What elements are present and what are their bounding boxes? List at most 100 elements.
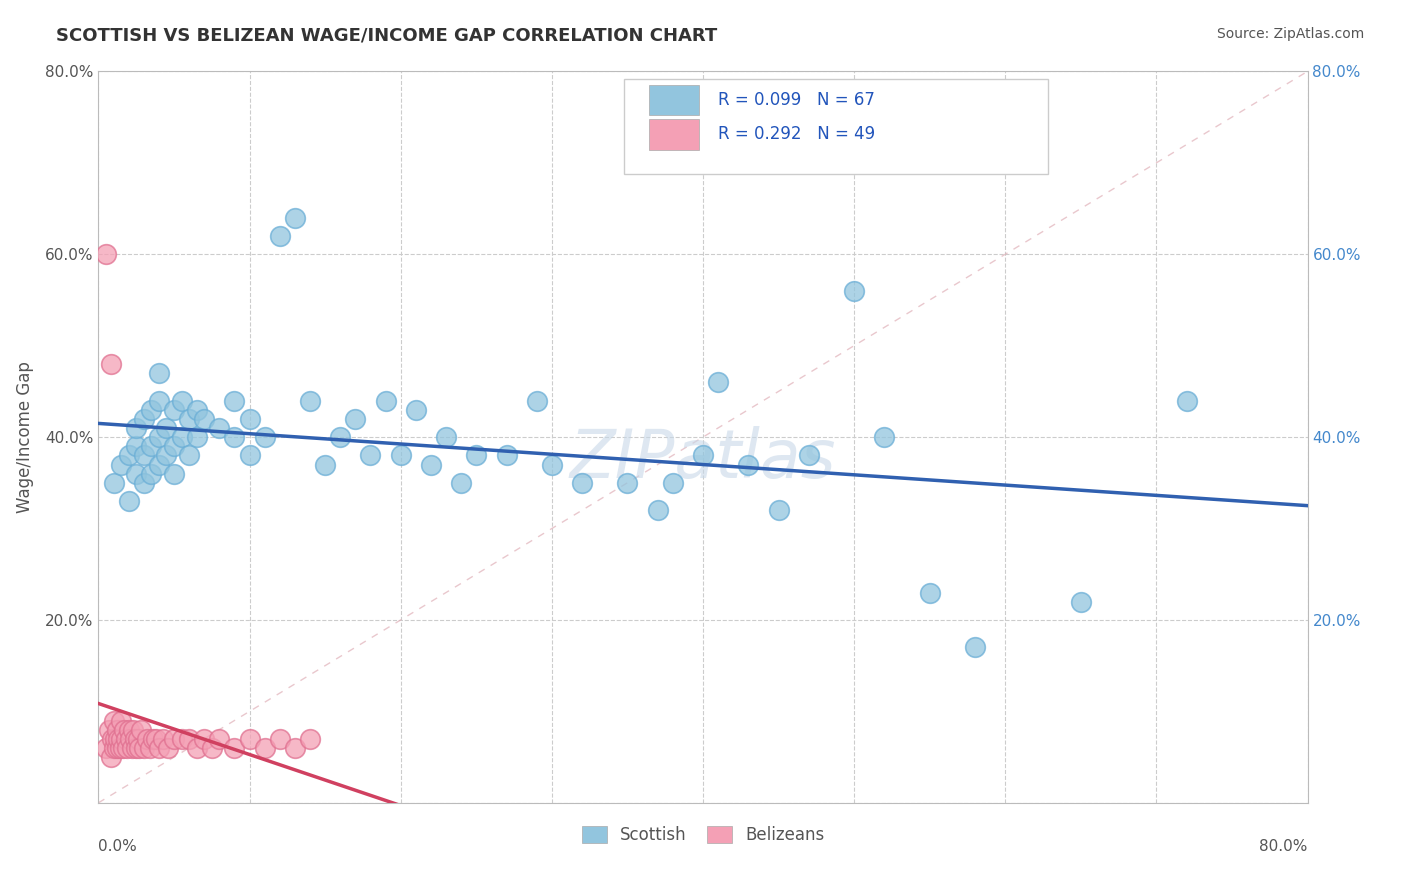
Point [132, 412, 155, 426]
Point [768, 503, 790, 517]
Point [253, 430, 276, 444]
Point [125, 421, 148, 435]
Point [179, 731, 201, 746]
Point [495, 448, 517, 462]
Point [737, 458, 759, 472]
Point [141, 439, 163, 453]
Point [156, 740, 179, 755]
Point [692, 448, 714, 462]
Point [139, 740, 162, 755]
Point [112, 723, 135, 737]
Point [121, 740, 143, 755]
Point [571, 475, 593, 490]
Text: Source: ZipAtlas.com: Source: ZipAtlas.com [1216, 27, 1364, 41]
Point [148, 740, 170, 755]
Point [193, 731, 215, 746]
Point [434, 430, 457, 444]
Point [132, 740, 155, 755]
Text: 0.0%: 0.0% [98, 839, 138, 855]
Point [186, 740, 208, 755]
Point [201, 740, 224, 755]
Point [145, 731, 167, 746]
Point [103, 714, 125, 728]
Point [110, 714, 132, 728]
Point [420, 458, 443, 472]
FancyBboxPatch shape [648, 119, 699, 150]
Point [253, 740, 276, 755]
Point [224, 430, 246, 444]
Point [155, 448, 177, 462]
Point [120, 731, 142, 746]
Point [873, 430, 896, 444]
Point [115, 740, 138, 755]
Point [661, 475, 683, 490]
Point [224, 393, 246, 408]
Text: R = 0.099   N = 67: R = 0.099 N = 67 [717, 91, 875, 109]
Point [163, 402, 186, 417]
Point [108, 740, 131, 755]
Point [148, 393, 170, 408]
Point [329, 430, 352, 444]
Text: R = 0.292   N = 49: R = 0.292 N = 49 [717, 125, 875, 144]
Point [170, 731, 193, 746]
Point [100, 750, 122, 764]
Y-axis label: Wage/Income Gap: Wage/Income Gap [15, 361, 34, 513]
Point [107, 731, 129, 746]
Point [118, 448, 141, 462]
Point [314, 458, 336, 472]
Point [389, 448, 412, 462]
Point [163, 731, 186, 746]
Point [239, 412, 262, 426]
FancyBboxPatch shape [624, 78, 1047, 174]
Point [170, 393, 193, 408]
Point [155, 421, 177, 435]
Point [1175, 393, 1198, 408]
Point [141, 467, 163, 481]
Text: SCOTTISH VS BELIZEAN WAGE/INCOME GAP CORRELATION CHART: SCOTTISH VS BELIZEAN WAGE/INCOME GAP COR… [56, 27, 717, 45]
Point [129, 723, 152, 737]
Point [405, 402, 427, 417]
Point [208, 731, 231, 746]
Text: ZIPatlas: ZIPatlas [569, 426, 837, 492]
Point [104, 731, 127, 746]
Point [94, 740, 117, 755]
Point [105, 723, 128, 737]
Point [224, 740, 246, 755]
Point [647, 503, 669, 517]
Point [114, 731, 136, 746]
Point [127, 731, 149, 746]
Point [152, 731, 174, 746]
Point [707, 375, 730, 389]
Point [148, 430, 170, 444]
Point [118, 494, 141, 508]
Point [101, 731, 124, 746]
Point [135, 731, 157, 746]
Point [141, 402, 163, 417]
Legend: Scottish, Belizeans: Scottish, Belizeans [576, 822, 830, 849]
Point [797, 448, 820, 462]
Point [360, 448, 382, 462]
Point [148, 458, 170, 472]
Point [125, 467, 148, 481]
Point [239, 448, 262, 462]
Point [132, 475, 155, 490]
Point [540, 458, 562, 472]
Point [124, 731, 146, 746]
Point [284, 740, 307, 755]
Point [844, 284, 866, 298]
FancyBboxPatch shape [648, 85, 699, 115]
Point [148, 366, 170, 380]
Point [239, 731, 262, 746]
Point [186, 430, 208, 444]
Point [94, 247, 117, 261]
Point [193, 412, 215, 426]
Point [110, 458, 132, 472]
Point [179, 448, 201, 462]
Point [105, 740, 128, 755]
Point [186, 402, 208, 417]
Point [128, 740, 150, 755]
Point [103, 740, 125, 755]
Point [122, 723, 145, 737]
Text: 80.0%: 80.0% [1260, 839, 1308, 855]
Point [299, 731, 322, 746]
